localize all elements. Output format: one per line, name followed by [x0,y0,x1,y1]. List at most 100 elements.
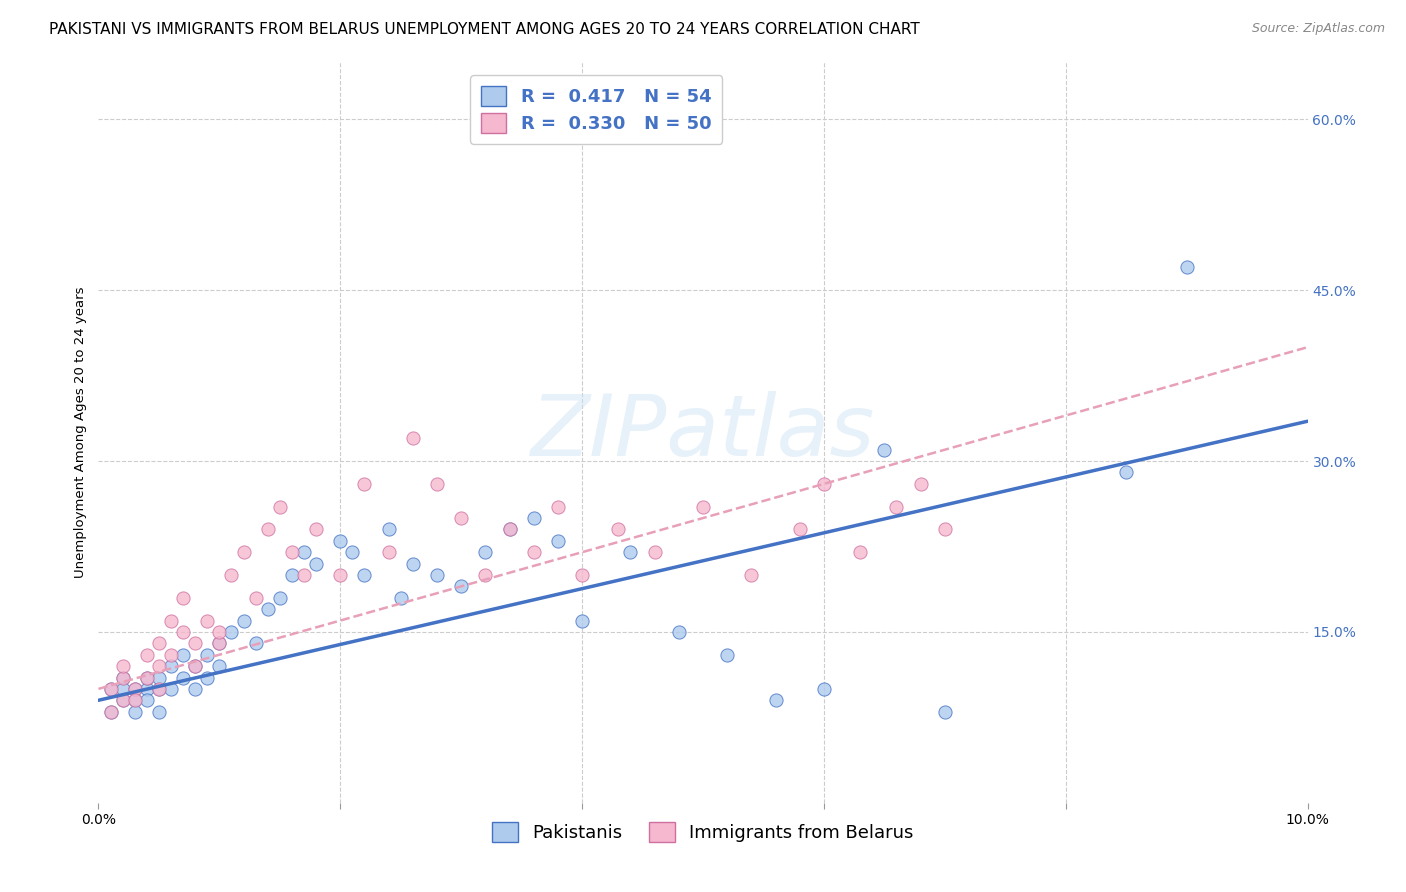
Point [1175,260,1198,275]
Point [124,693,146,707]
Point [172,624,194,639]
Point [184,659,207,673]
Point [135,671,157,685]
Point [619,545,641,559]
Point [184,681,207,696]
Point [172,591,194,605]
Point [195,671,218,685]
Point [740,568,762,582]
Point [256,602,278,616]
Point [172,648,194,662]
Point [232,614,254,628]
Point [184,636,207,650]
Y-axis label: Unemployment Among Ages 20 to 24 years: Unemployment Among Ages 20 to 24 years [75,287,87,578]
Point [281,568,304,582]
Point [765,693,787,707]
Point [886,500,908,514]
Point [789,523,811,537]
Point [934,705,956,719]
Point [111,659,134,673]
Point [292,545,315,559]
Point [111,693,134,707]
Point [692,500,714,514]
Text: PAKISTANI VS IMMIGRANTS FROM BELARUS UNEMPLOYMENT AMONG AGES 20 TO 24 YEARS CORR: PAKISTANI VS IMMIGRANTS FROM BELARUS UNE… [49,22,920,37]
Point [111,671,134,685]
Point [402,431,425,445]
Point [450,511,472,525]
Point [571,568,593,582]
Point [135,648,157,662]
Point [208,659,231,673]
Point [1115,466,1137,480]
Point [124,681,146,696]
Point [910,476,932,491]
Point [208,636,231,650]
Point [426,568,449,582]
Point [195,614,218,628]
Point [342,545,364,559]
Point [148,636,170,650]
Point [221,624,243,639]
Point [498,523,520,537]
Point [184,659,207,673]
Point [292,568,315,582]
Point [523,511,546,525]
Point [668,624,690,639]
Point [208,636,231,650]
Point [245,591,267,605]
Point [547,533,569,548]
Point [474,545,496,559]
Point [571,614,593,628]
Point [100,681,122,696]
Point [498,523,520,537]
Point [245,636,267,650]
Point [269,500,291,514]
Point [523,545,546,559]
Point [148,681,170,696]
Point [849,545,872,559]
Point [111,671,134,685]
Point [353,476,375,491]
Point [716,648,738,662]
Point [644,545,666,559]
Point [160,648,183,662]
Point [305,523,328,537]
Point [232,545,254,559]
Point [160,614,183,628]
Point [450,579,472,593]
Point [353,568,375,582]
Point [547,500,569,514]
Point [148,681,170,696]
Point [426,476,449,491]
Point [135,693,157,707]
Point [256,523,278,537]
Point [124,693,146,707]
Point [377,523,399,537]
Point [377,545,399,559]
Point [111,681,134,696]
Point [474,568,496,582]
Point [813,476,835,491]
Point [221,568,243,582]
Text: ZIPatlas: ZIPatlas [531,391,875,475]
Point [389,591,412,605]
Point [160,681,183,696]
Point [813,681,835,696]
Point [402,557,425,571]
Point [160,659,183,673]
Point [607,523,630,537]
Point [195,648,218,662]
Point [100,705,122,719]
Point [281,545,304,559]
Point [135,671,157,685]
Point [111,693,134,707]
Point [124,705,146,719]
Point [305,557,328,571]
Point [100,681,122,696]
Point [148,671,170,685]
Legend: Pakistanis, Immigrants from Belarus: Pakistanis, Immigrants from Belarus [485,815,921,849]
Point [329,568,352,582]
Point [148,659,170,673]
Point [873,442,896,457]
Point [172,671,194,685]
